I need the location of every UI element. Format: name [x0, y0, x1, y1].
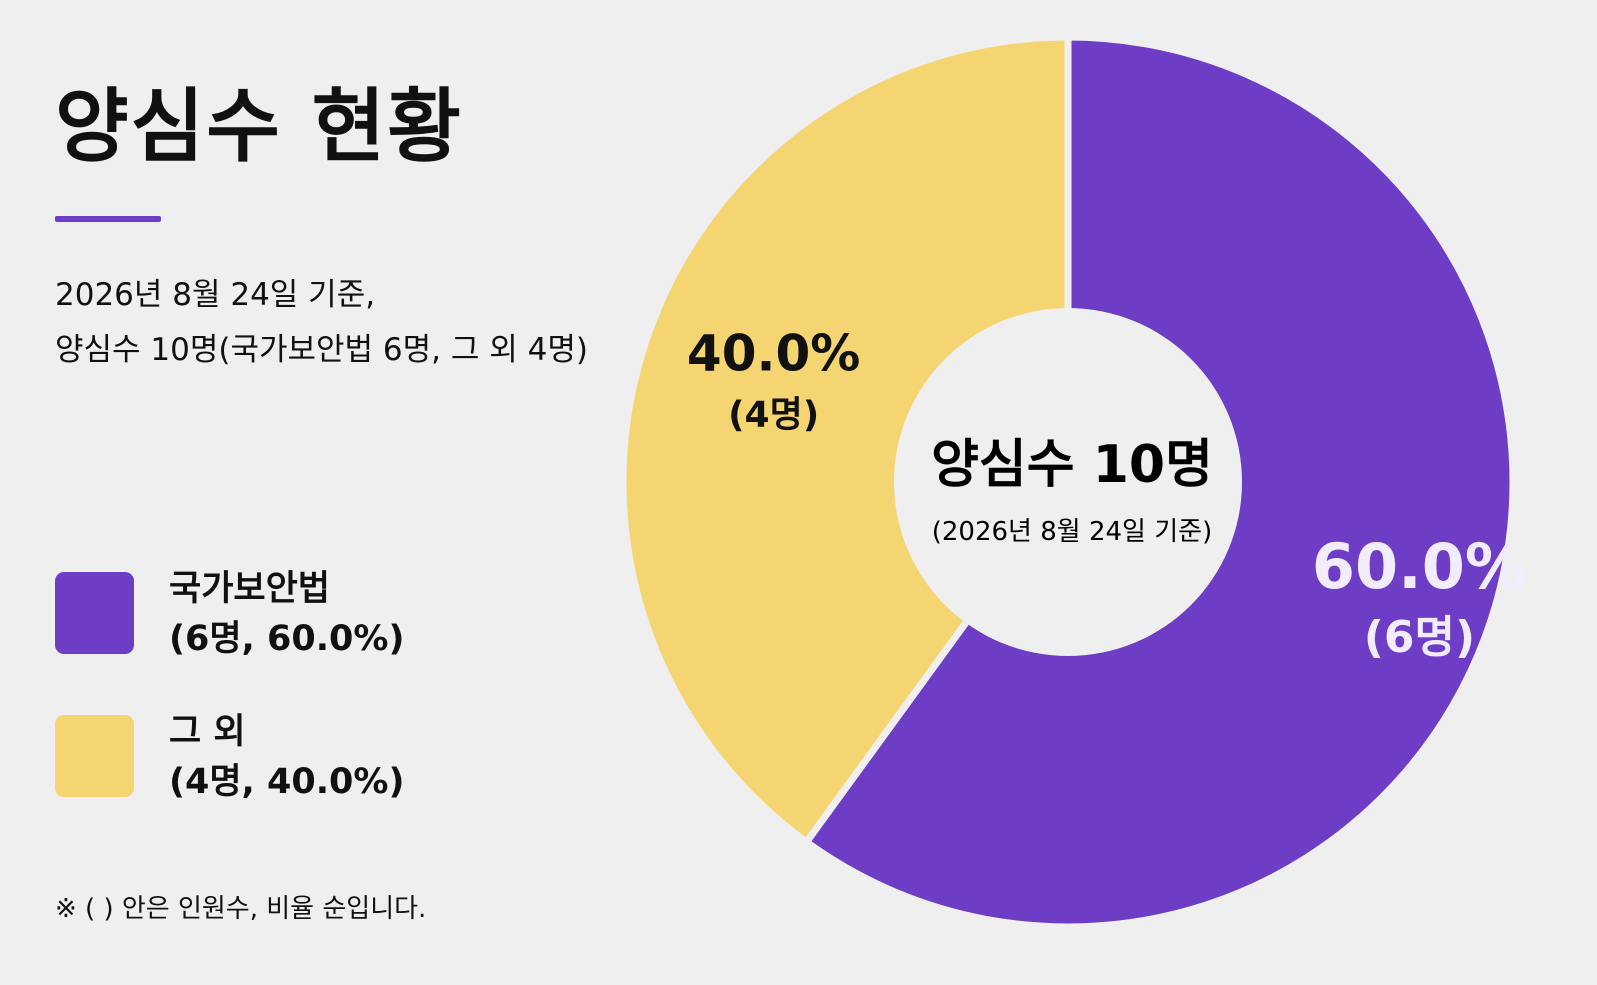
title-underline	[55, 216, 161, 222]
donut-hole	[894, 308, 1242, 656]
slice-count-label: (4명)	[728, 394, 819, 435]
subtitle-line-summary: 양심수 10명(국가보안법 6명, 그 외 4명)	[55, 332, 588, 368]
legend-swatch-yellow	[55, 715, 134, 797]
info-panel: 양심수 현황 2026년 8월 24일 기준, 양심수 10명(국가보안법 6명…	[0, 0, 620, 985]
legend-label: 그 외	[169, 712, 246, 752]
legend-label: 국가보안법	[169, 569, 331, 609]
slice-other	[619, 33, 1072, 846]
legend-item-national-security: 국가보안법 (6명, 60.0%)	[55, 569, 615, 660]
footnote: ※ ( ) 안은 인원수, 비율 순입니다.	[55, 894, 427, 924]
legend-item-other: 그 외 (4명, 40.0%)	[55, 712, 615, 803]
legend-value: (6명, 60.0%)	[169, 619, 405, 659]
legend-swatch-purple	[55, 572, 134, 654]
center-subtitle: (2026년 8월 24일 기준)	[932, 517, 1212, 547]
page-title: 양심수 현황	[55, 80, 463, 173]
subtitle: 2026년 8월 24일 기준, 양심수 10명(국가보안법 6명, 그 외 4…	[55, 268, 588, 378]
subtitle-line-date: 2026년 8월 24일 기준,	[55, 277, 376, 313]
center-title: 양심수 10명	[931, 435, 1213, 495]
slice-labels-group: 60.0% (6명) 40.0% (4명)	[687, 324, 1527, 663]
slice-percent-label: 40.0%	[687, 324, 860, 382]
slice-count-label: (6명)	[1364, 612, 1475, 663]
legend-value: (4명, 40.0%)	[169, 762, 405, 802]
slice-percent-label: 60.0%	[1312, 530, 1527, 603]
